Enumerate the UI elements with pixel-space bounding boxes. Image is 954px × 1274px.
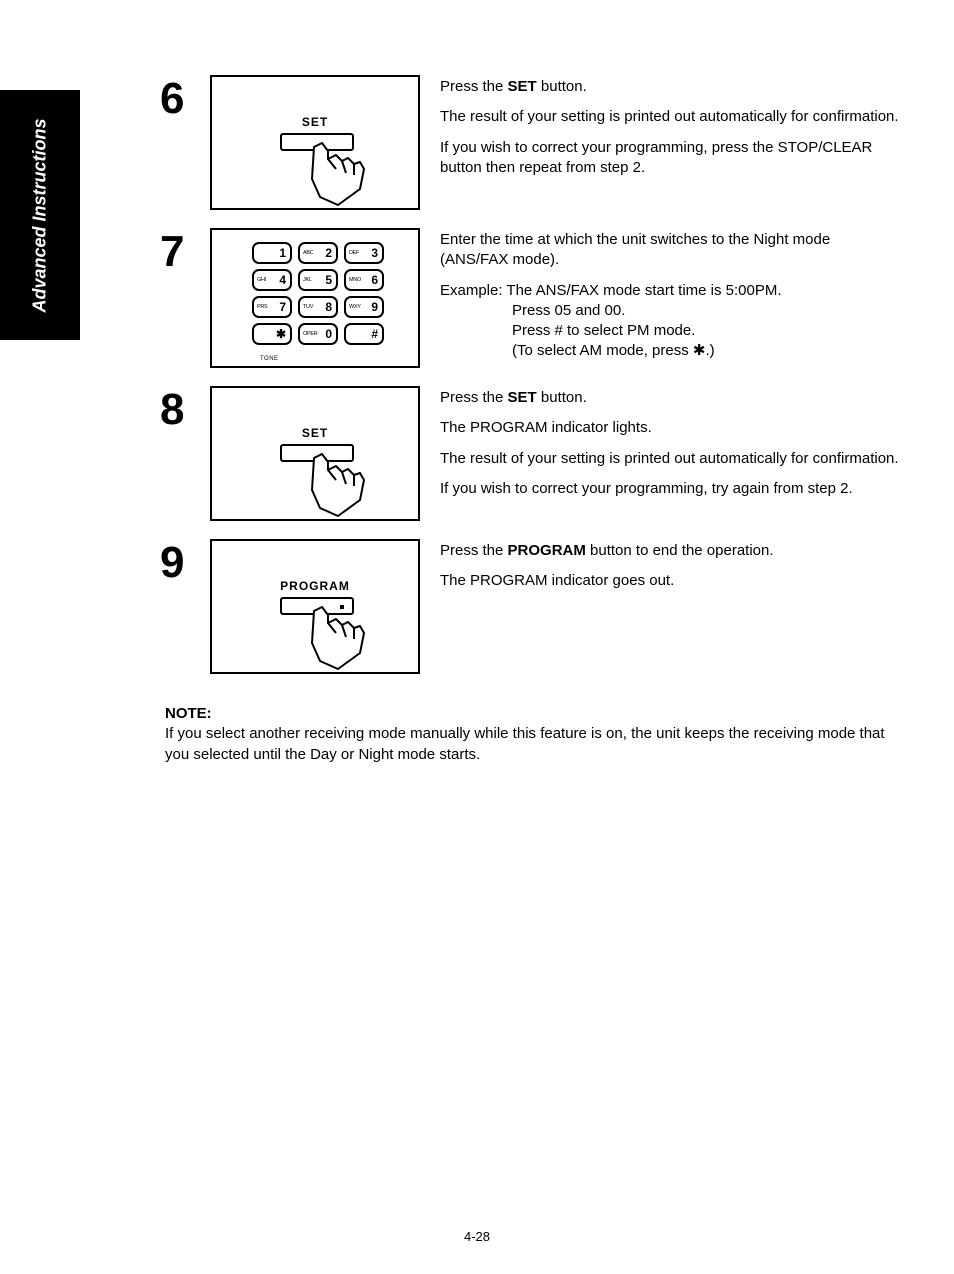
hand-icon — [302, 450, 382, 520]
button-label: SET — [212, 115, 418, 129]
hand-icon — [302, 139, 382, 209]
note-label: NOTE: — [165, 705, 212, 722]
tone-label: TONE — [260, 356, 279, 362]
step-row: 6 SET Press the SET button. The result of… — [160, 75, 900, 210]
button-label: SET — [212, 426, 418, 440]
step-description: Press the PROGRAM button to end the oper… — [440, 539, 900, 602]
keypad-key: TUV8 — [298, 296, 338, 318]
button-illustration: SET — [210, 386, 420, 521]
step-row: 8 SET Press the SET button. The PROGRAM i… — [160, 386, 900, 521]
step-number: 8 — [160, 386, 210, 432]
desc-para: If you wish to correct your programming,… — [440, 479, 900, 499]
desc-line: Press the PROGRAM button to end the oper… — [440, 541, 900, 561]
note-block: NOTE: If you select another receiving mo… — [165, 704, 900, 765]
step-number: 6 — [160, 75, 210, 121]
keypad-key: WXY9 — [344, 296, 384, 318]
example-line: (To select AM mode, press ✱.) — [512, 341, 900, 361]
keypad-key: OPER0 — [298, 323, 338, 345]
desc-para: If you wish to correct your programming,… — [440, 138, 900, 179]
button-illustration: SET — [210, 75, 420, 210]
side-tab-label: Advanced Instructions — [30, 118, 51, 312]
keypad-key: 1 — [252, 242, 292, 264]
keypad-key: JKL5 — [298, 269, 338, 291]
step-number: 7 — [160, 228, 210, 274]
desc-para: Enter the time at which the unit switche… — [440, 230, 900, 271]
page-number: 4-28 — [0, 1229, 954, 1244]
desc-line: Press the SET button. — [440, 77, 900, 97]
step-number: 9 — [160, 539, 210, 585]
side-tab: Advanced Instructions — [0, 90, 80, 340]
example-line: Press # to select PM mode. — [512, 321, 900, 341]
desc-para: The result of your setting is printed ou… — [440, 449, 900, 469]
keypad-key: # — [344, 323, 384, 345]
step-row: 9 PROGRAM Press the PROGRAM button to en… — [160, 539, 900, 674]
step-row: 7 1 ABC2 DEF3 GHI4 JKL5 MNO6 PRS7 TUV8 WXY9 ✱ OPER… — [160, 228, 900, 368]
keypad-key: GHI4 — [252, 269, 292, 291]
example-line: Press 05 and 00. — [512, 301, 900, 321]
button-label: PROGRAM — [212, 579, 418, 593]
content-area: 6 SET Press the SET button. The result of… — [160, 75, 900, 765]
desc-para: The PROGRAM indicator lights. — [440, 418, 900, 438]
desc-line: Press the SET button. — [440, 388, 900, 408]
note-text: If you select another receiving mode man… — [165, 725, 885, 762]
desc-para: The PROGRAM indicator goes out. — [440, 571, 900, 591]
keypad-key: ✱ — [252, 323, 292, 345]
step-description: Press the SET button. The PROGRAM indicat… — [440, 386, 900, 509]
button-illustration: PROGRAM — [210, 539, 420, 674]
keypad-key: MNO6 — [344, 269, 384, 291]
keypad-illustration: 1 ABC2 DEF3 GHI4 JKL5 MNO6 PRS7 TUV8 WXY9 ✱ OPER0 #… — [210, 228, 420, 368]
keypad-key: ABC2 — [298, 242, 338, 264]
step-description: Press the SET button. The result of your … — [440, 75, 900, 188]
hand-icon — [302, 603, 382, 673]
keypad-key: PRS7 — [252, 296, 292, 318]
example-head: Example: The ANS/FAX mode start time is … — [440, 281, 900, 301]
step-description: Enter the time at which the unit switche… — [440, 228, 900, 362]
keypad-key: DEF3 — [344, 242, 384, 264]
desc-para: The result of your setting is printed ou… — [440, 107, 900, 127]
